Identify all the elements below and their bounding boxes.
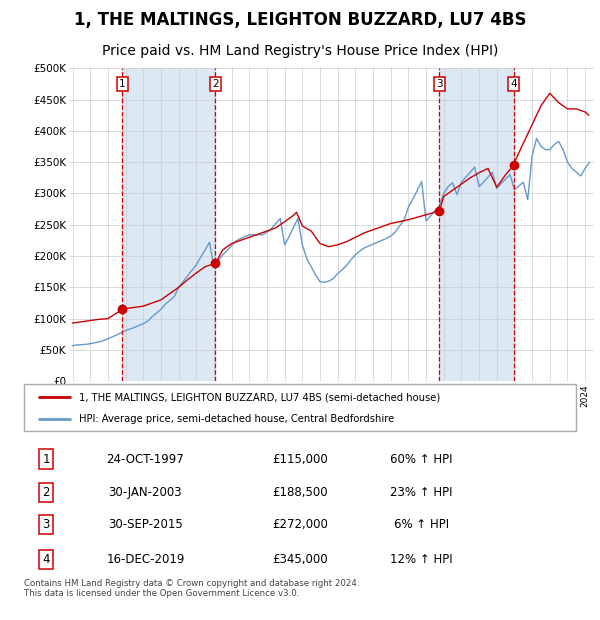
Text: 60% ↑ HPI: 60% ↑ HPI (390, 453, 452, 466)
Text: 2: 2 (212, 79, 218, 89)
Bar (439, 68, 514, 381)
Text: 24-OCT-1997: 24-OCT-1997 (107, 453, 184, 466)
Text: 1, THE MALTINGS, LEIGHTON BUZZARD, LU7 4BS: 1, THE MALTINGS, LEIGHTON BUZZARD, LU7 4… (74, 11, 526, 30)
Text: 4: 4 (511, 79, 517, 89)
Text: 1, THE MALTINGS, LEIGHTON BUZZARD, LU7 4BS (semi-detached house): 1, THE MALTINGS, LEIGHTON BUZZARD, LU7 4… (79, 392, 440, 402)
Text: 16-DEC-2019: 16-DEC-2019 (106, 553, 185, 566)
Text: £345,000: £345,000 (272, 553, 328, 566)
Text: £115,000: £115,000 (272, 453, 328, 466)
Text: 4: 4 (43, 553, 50, 566)
Text: 30-JAN-2003: 30-JAN-2003 (109, 486, 182, 499)
Text: HPI: Average price, semi-detached house, Central Bedfordshire: HPI: Average price, semi-detached house,… (79, 414, 394, 424)
Text: 6% ↑ HPI: 6% ↑ HPI (394, 518, 449, 531)
Text: 23% ↑ HPI: 23% ↑ HPI (390, 486, 452, 499)
FancyBboxPatch shape (24, 384, 576, 431)
Text: 2: 2 (43, 486, 50, 499)
Text: 1: 1 (43, 453, 50, 466)
Text: 3: 3 (43, 518, 50, 531)
Text: 3: 3 (436, 79, 443, 89)
Bar (122, 68, 215, 381)
Text: Price paid vs. HM Land Registry's House Price Index (HPI): Price paid vs. HM Land Registry's House … (102, 45, 498, 58)
Text: £272,000: £272,000 (272, 518, 328, 531)
Text: 30-SEP-2015: 30-SEP-2015 (108, 518, 183, 531)
Text: 1: 1 (119, 79, 125, 89)
Text: 12% ↑ HPI: 12% ↑ HPI (390, 553, 453, 566)
Text: Contains HM Land Registry data © Crown copyright and database right 2024.
This d: Contains HM Land Registry data © Crown c… (24, 578, 359, 598)
Text: £188,500: £188,500 (272, 486, 328, 499)
